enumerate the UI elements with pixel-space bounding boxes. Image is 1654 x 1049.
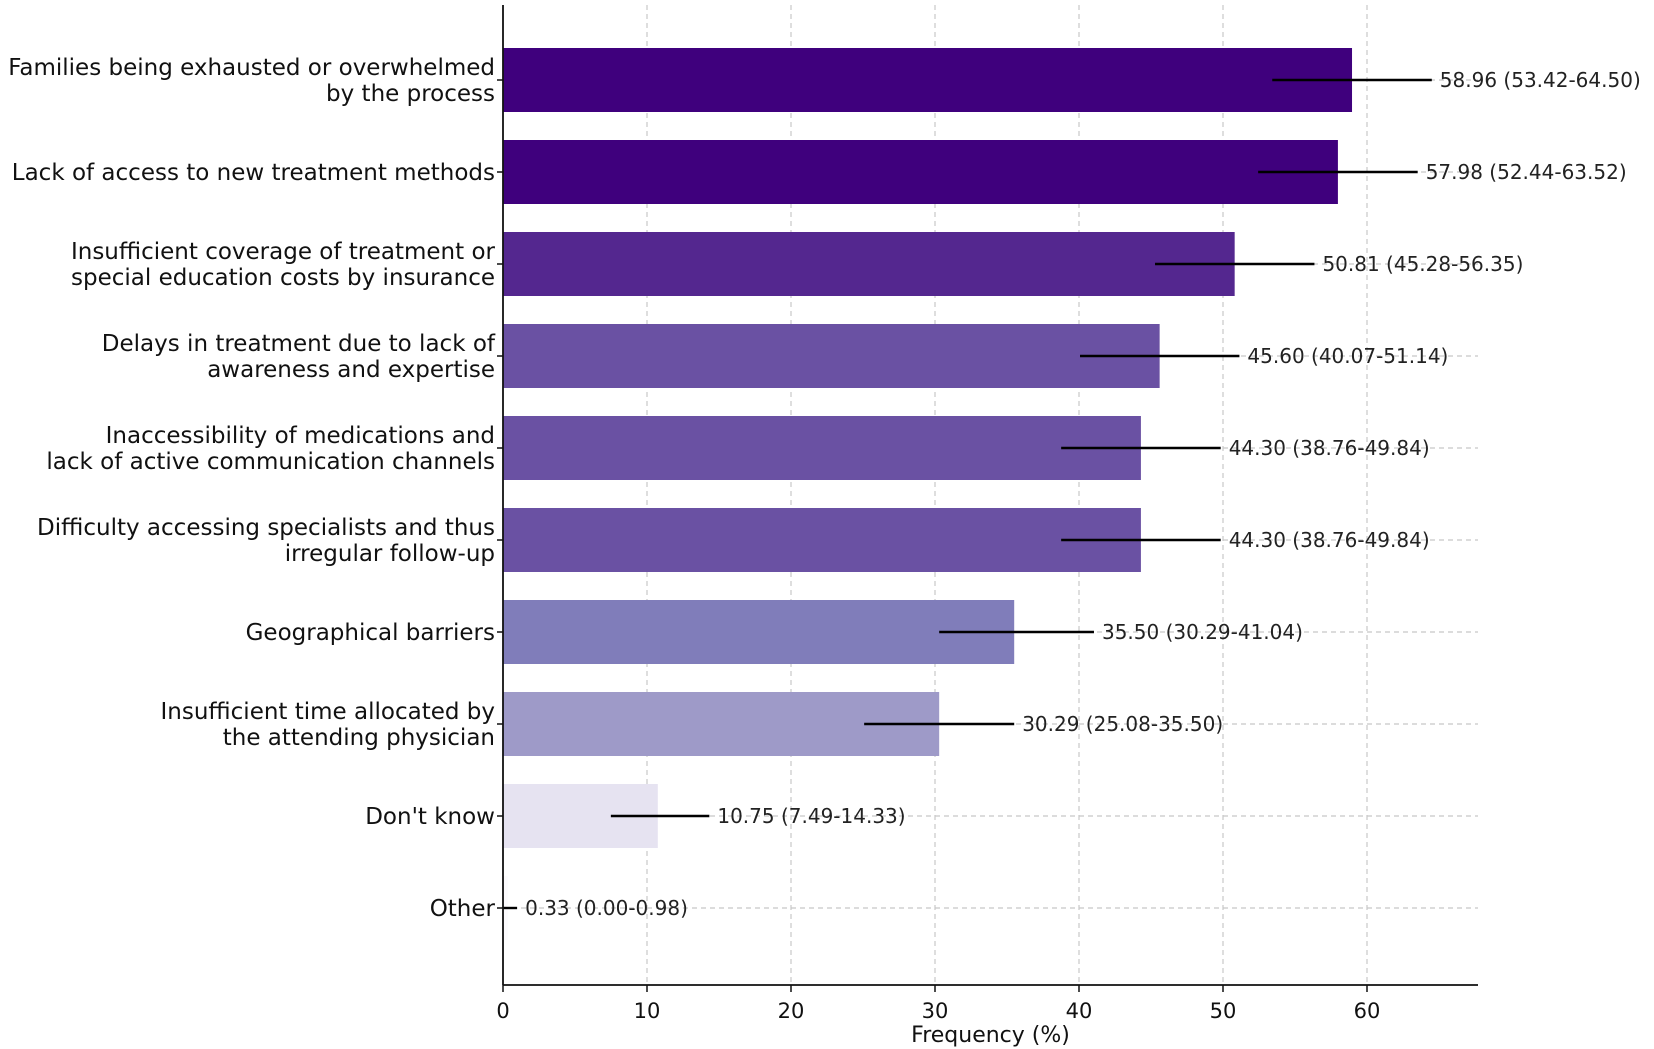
bar [503,232,1235,296]
y-tick-label: Lack of access to new treatment methods [12,160,495,186]
x-tick-label: 60 [1354,999,1381,1023]
y-tick-label: special education costs by insurance [71,265,495,291]
bar [503,324,1160,388]
data-label: 44.30 (38.76-49.84) [1229,436,1430,460]
data-label: 58.96 (53.42-64.50) [1440,68,1641,92]
data-label: 57.98 (52.44-63.52) [1426,160,1627,184]
x-tick-label: 10 [634,999,661,1023]
x-tick-label: 50 [1210,999,1237,1023]
bar [503,508,1141,572]
y-tick-label: Geographical barriers [246,620,495,646]
data-label: 0.33 (0.00-0.98) [525,896,688,920]
x-axis-title: Frequency (%) [911,1023,1070,1048]
bar [503,48,1353,112]
data-label: 45.60 (40.07-51.14) [1247,344,1448,368]
x-tick-label: 0 [496,999,509,1023]
data-label: 50.81 (45.28-56.35) [1322,252,1523,276]
data-label: 35.50 (30.29-41.04) [1102,620,1303,644]
bar [503,600,1015,664]
data-label: 44.30 (38.76-49.84) [1229,528,1430,552]
y-tick-label: irregular follow-up [285,541,495,567]
y-tick-label: Insufficient coverage of treatment or [71,239,496,265]
x-tick-label: 30 [922,999,949,1023]
error-bars-layer [503,78,1432,910]
labels-layer: 58.96 (53.42-64.50) Families being exhaus… [8,55,1641,922]
bar [503,416,1141,480]
bars-layer [503,48,1353,940]
y-tick-label: Difficulty accessing specialists and thu… [37,515,495,541]
y-tick-label: lack of active communication channels [46,449,495,475]
y-tick-label: Don't know [365,804,495,830]
y-tick-label: awareness and expertise [207,357,495,383]
data-label: 10.75 (7.49-14.33) [717,804,905,828]
y-tick-label: Other [430,896,496,922]
y-tick-label: by the process [326,81,495,107]
y-tick-label: Delays in treatment due to lack of [102,331,496,357]
data-label: 30.29 (25.08-35.50) [1022,712,1223,736]
x-tick-label: 20 [778,999,805,1023]
x-tick-label: 40 [1066,999,1093,1023]
y-tick-label: Families being exhausted or overwhelmed [8,55,495,81]
axes-layer: 0 10 20 30 40 50 60 [496,5,1478,1023]
y-tick-label: Insufficient time allocated by [161,699,496,725]
bar [503,140,1338,204]
y-tick-label: Inaccessibility of medications and [106,423,495,449]
y-tick-label: the attending physician [223,725,495,751]
